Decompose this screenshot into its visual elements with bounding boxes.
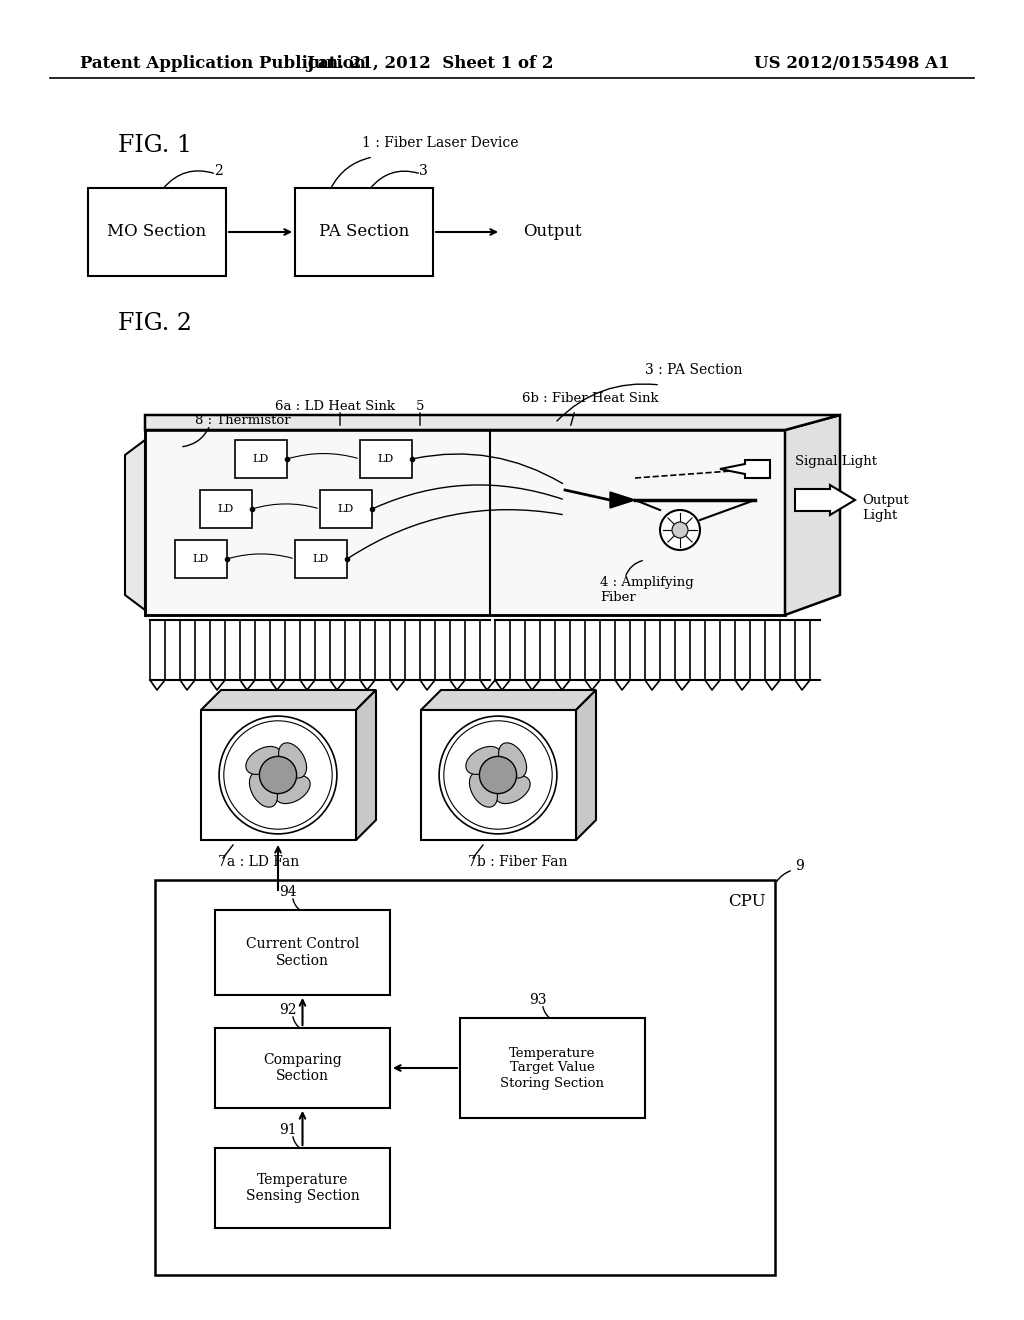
Text: 2: 2 — [214, 164, 222, 178]
Text: LD: LD — [218, 504, 234, 513]
Bar — [295, 187, 433, 276]
Text: CPU: CPU — [728, 894, 766, 911]
Bar — [215, 909, 390, 995]
Bar — [319, 490, 372, 528]
Text: Temperature
Target Value
Storing Section: Temperature Target Value Storing Section — [501, 1047, 604, 1089]
Circle shape — [479, 756, 516, 793]
Polygon shape — [795, 484, 855, 515]
Text: 3 : PA Section: 3 : PA Section — [645, 363, 742, 378]
Ellipse shape — [495, 776, 530, 804]
Ellipse shape — [246, 746, 281, 775]
Circle shape — [672, 521, 688, 539]
Polygon shape — [356, 690, 376, 840]
Bar — [201, 710, 356, 840]
Text: LD: LD — [378, 454, 394, 465]
Text: Signal Light: Signal Light — [795, 455, 877, 469]
Text: FIG. 2: FIG. 2 — [118, 312, 193, 334]
Text: Comparing
Section: Comparing Section — [263, 1053, 342, 1084]
Bar — [88, 187, 226, 276]
Bar — [200, 490, 252, 528]
Bar — [175, 540, 227, 578]
Text: 94: 94 — [279, 884, 296, 899]
Bar — [145, 430, 785, 615]
Text: Output
Light: Output Light — [862, 494, 908, 521]
Text: LD: LD — [338, 504, 354, 513]
Text: 91: 91 — [279, 1123, 296, 1137]
Ellipse shape — [279, 743, 306, 777]
Text: 7a : LD Fan: 7a : LD Fan — [218, 855, 299, 869]
Polygon shape — [421, 690, 596, 710]
Text: LD: LD — [313, 554, 329, 564]
Text: Patent Application Publication: Patent Application Publication — [80, 54, 366, 71]
Text: 3: 3 — [419, 164, 427, 178]
Text: 6b : Fiber Heat Sink: 6b : Fiber Heat Sink — [521, 392, 658, 404]
Ellipse shape — [499, 743, 526, 777]
Circle shape — [219, 715, 337, 834]
Circle shape — [439, 715, 557, 834]
Text: 92: 92 — [279, 1003, 296, 1016]
Ellipse shape — [469, 772, 498, 807]
Polygon shape — [785, 414, 840, 615]
Polygon shape — [145, 414, 840, 430]
Polygon shape — [575, 690, 596, 840]
Text: Temperature
Sensing Section: Temperature Sensing Section — [246, 1173, 359, 1203]
Text: 4 : Amplifying
Fiber: 4 : Amplifying Fiber — [600, 576, 693, 605]
Text: 9: 9 — [795, 859, 804, 873]
Text: FIG. 1: FIG. 1 — [118, 133, 193, 157]
Circle shape — [259, 756, 297, 793]
Text: 6a : LD Heat Sink: 6a : LD Heat Sink — [275, 400, 395, 412]
Bar — [360, 440, 412, 478]
Bar — [215, 1148, 390, 1228]
Bar — [460, 1018, 645, 1118]
Text: US 2012/0155498 A1: US 2012/0155498 A1 — [755, 54, 950, 71]
Text: 8 : Thermistor: 8 : Thermistor — [195, 413, 291, 426]
Polygon shape — [201, 690, 376, 710]
Polygon shape — [610, 492, 635, 508]
Text: MO Section: MO Section — [108, 223, 207, 240]
Ellipse shape — [275, 776, 310, 804]
Text: Current Control
Section: Current Control Section — [246, 937, 359, 968]
Text: 7b : Fiber Fan: 7b : Fiber Fan — [468, 855, 567, 869]
Text: Output: Output — [523, 223, 582, 240]
Text: LD: LD — [193, 554, 209, 564]
Polygon shape — [720, 459, 770, 478]
Ellipse shape — [466, 746, 501, 775]
Text: PA Section: PA Section — [318, 223, 410, 240]
Text: 5: 5 — [416, 400, 424, 412]
Text: LD: LD — [253, 454, 269, 465]
Bar — [421, 710, 575, 840]
Text: 1 : Fiber Laser Device: 1 : Fiber Laser Device — [362, 136, 518, 150]
Ellipse shape — [250, 772, 278, 807]
Bar — [295, 540, 347, 578]
Text: Jun. 21, 2012  Sheet 1 of 2: Jun. 21, 2012 Sheet 1 of 2 — [306, 54, 554, 71]
Text: 93: 93 — [528, 993, 546, 1007]
Bar — [234, 440, 287, 478]
Polygon shape — [125, 440, 145, 610]
Circle shape — [660, 510, 700, 550]
Bar — [215, 1028, 390, 1107]
Bar — [155, 880, 775, 1275]
